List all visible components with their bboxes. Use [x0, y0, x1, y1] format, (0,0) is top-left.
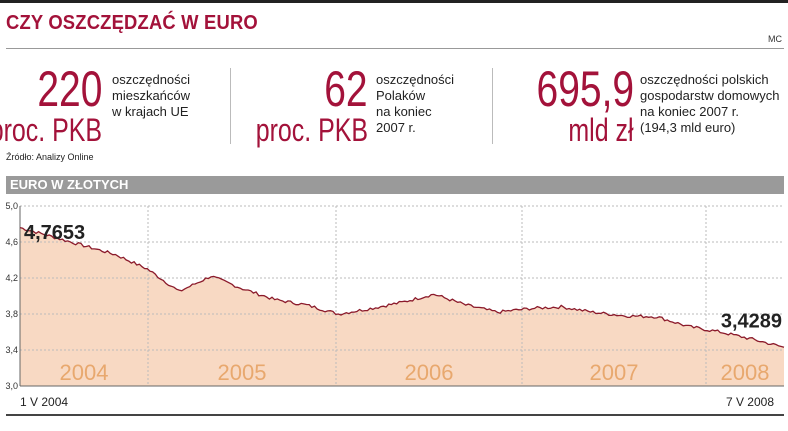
y-tick-label: 5,0 — [5, 201, 18, 211]
year-label: 2007 — [590, 360, 639, 385]
stat-3-line: oszczędności polskich — [640, 72, 769, 87]
year-label: 2006 — [405, 360, 454, 385]
year-label: 2008 — [721, 360, 770, 385]
stat-3-line: na koniec 2007 r. — [640, 104, 740, 119]
stat-1-number: 220 — [36, 61, 102, 117]
stat-3-number: 695,9 — [536, 61, 634, 117]
chart-title-bar — [6, 176, 784, 194]
y-tick-label: 4,2 — [5, 273, 18, 283]
exchange-rate-chart: 2004 2005 2006 2007 2008 5,0 4,6 4,2 3,8 3,4 3,0 4,… — [5, 201, 785, 391]
rate-line — [19, 226, 785, 348]
stat-divider — [492, 68, 493, 144]
x-end-label: 7 V 2008 — [725, 395, 774, 409]
y-tick-label: 4,6 — [5, 237, 18, 247]
stat-3-unit: mld zł — [568, 112, 634, 148]
stat-2-unit: proc. PKB — [255, 112, 368, 148]
y-tick-label: 3,8 — [5, 309, 18, 319]
stat-2-description: oszczędności Polaków na koniec 2007 r. — [376, 72, 454, 136]
top-rule — [0, 0, 788, 3]
end-value-label: 3,4289 — [721, 310, 782, 332]
chart-title: EURO W ZŁOTYCH — [10, 177, 129, 192]
source-note: Źródło: Analizy Online — [6, 152, 94, 162]
start-value-label: 4,7653 — [24, 222, 85, 244]
stat-2-line: Polaków — [376, 88, 426, 103]
stat-1-unit: proc. PKB — [0, 112, 102, 148]
stat-1-description: oszczędności mieszkańców w krajach UE — [112, 72, 190, 120]
stat-1-line: w krajach UE — [112, 104, 189, 119]
stat-2-line: na koniec — [376, 104, 432, 119]
stat-divider — [230, 68, 231, 144]
stat-2-line: 2007 r. — [376, 120, 416, 135]
y-tick-label: 3,4 — [5, 345, 18, 355]
x-start-label: 1 V 2004 — [20, 395, 69, 409]
stat-1-line: oszczędności — [112, 72, 191, 87]
stat-3-line: gospodarstw domowych — [640, 88, 780, 103]
y-tick-label: 3,0 — [5, 381, 18, 391]
year-label: 2004 — [60, 360, 109, 385]
area-fill — [20, 227, 784, 386]
title-divider — [6, 48, 784, 49]
stat-2-number: 62 — [324, 61, 368, 117]
author-initials: MC — [768, 34, 782, 44]
stat-3-line: (194,3 mld euro) — [640, 120, 736, 135]
stat-2-line: oszczędności — [376, 72, 455, 87]
stat-1-line: mieszkańców — [112, 88, 191, 103]
year-label: 2005 — [218, 360, 267, 385]
bottom-rule — [6, 414, 784, 416]
stat-3-description: oszczędności polskich gospodarstw domowy… — [640, 72, 779, 136]
page-title: CZY OSZCZĘDZAĆ W EURO — [6, 12, 258, 34]
